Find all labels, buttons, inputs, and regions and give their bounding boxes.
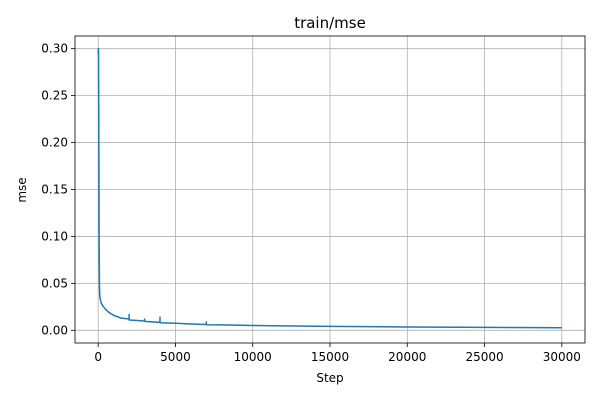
x-axis-label: Step [316,371,343,385]
axis-ticks: 0 5000 10000 15000 20000 25000 30000 0.00 0.05 0.… [41,42,581,364]
y-tick-label: 0.20 [41,136,68,150]
mse-series-line [97,47,562,329]
y-tick-label: 0.30 [41,42,68,56]
chart-title: train/mse [294,14,366,32]
y-tick-label: 0.25 [41,89,68,103]
plot-series [97,47,562,329]
x-tick-label: 15000 [311,350,349,364]
y-tick-label: 0.15 [41,183,68,197]
x-tick-label: 20000 [388,350,426,364]
grid [75,36,585,343]
y-tick-label: 0.05 [41,276,68,290]
x-tick-label: 5000 [160,350,191,364]
x-tick-label: 25000 [465,350,503,364]
x-tick-label: 0 [94,350,102,364]
x-tick-label: 30000 [543,350,581,364]
x-tick-label: 10000 [234,350,272,364]
y-axis-label: mse [15,177,29,202]
y-tick-label: 0.00 [41,323,68,337]
y-tick-label: 0.10 [41,229,68,243]
